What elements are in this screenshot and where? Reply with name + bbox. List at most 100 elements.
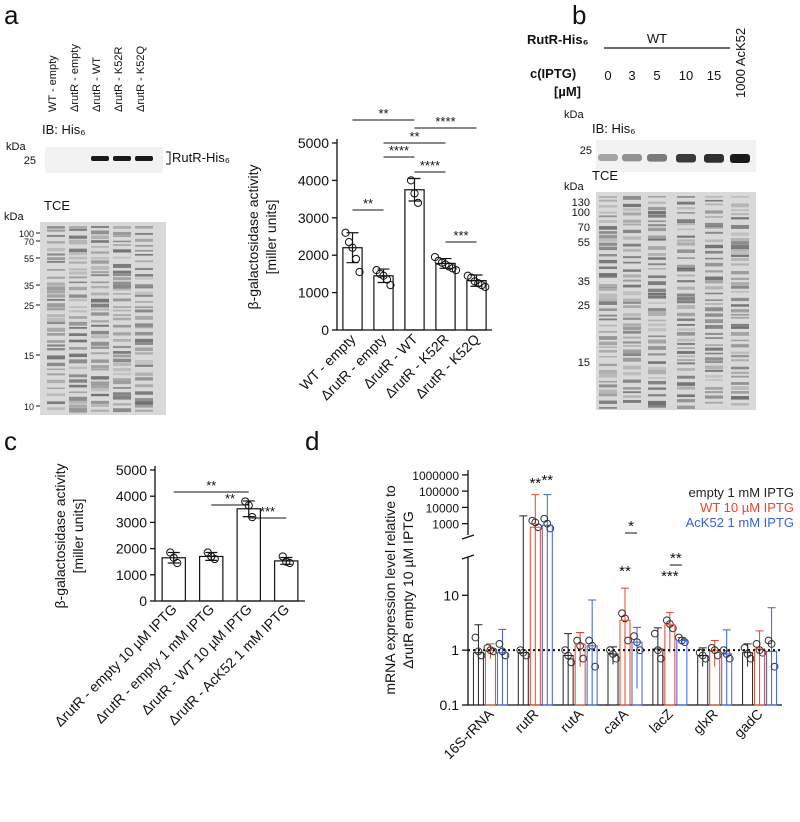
gel-band	[113, 345, 131, 349]
gel-band	[623, 313, 641, 317]
gel-band	[623, 341, 641, 344]
gel-band	[731, 382, 749, 385]
axis-line	[336, 139, 492, 331]
gel-band	[677, 286, 695, 290]
gel-band	[599, 284, 617, 289]
gel-band	[135, 409, 153, 412]
gel-band	[135, 377, 153, 381]
gel-band	[69, 298, 87, 302]
gel-band	[677, 297, 695, 301]
panel-label: a	[4, 0, 19, 30]
y-tick-label: 100000	[419, 485, 459, 499]
gel-band	[47, 307, 65, 311]
y-tick-label: 2000	[298, 247, 329, 263]
gel-band	[677, 201, 695, 205]
significance-label: **	[670, 550, 682, 567]
data-point	[348, 243, 357, 252]
data-point	[248, 513, 257, 522]
gel-band	[135, 244, 153, 247]
lane-label: 0	[604, 68, 611, 83]
gel-band	[705, 344, 723, 347]
significance-label: ***	[260, 504, 275, 519]
gel-band	[599, 297, 617, 302]
y-axis-label: β-galactosidase activity	[245, 164, 261, 309]
gel-band	[69, 326, 87, 329]
gel-band	[677, 212, 695, 214]
bar	[607, 653, 619, 706]
gel-band	[69, 252, 87, 256]
gel-band	[648, 339, 666, 344]
marker-label: 55	[578, 237, 590, 249]
data-point	[410, 189, 419, 198]
data-point	[471, 633, 480, 642]
data-point	[656, 654, 665, 663]
gel-band	[677, 394, 695, 398]
significance-label: **	[529, 475, 541, 492]
gel-band	[677, 293, 695, 297]
lane-label: 15	[707, 68, 721, 83]
gel-band	[47, 294, 65, 298]
data-point	[591, 662, 600, 671]
gel-band	[648, 387, 666, 390]
gel-band	[69, 374, 87, 378]
gel-band	[91, 266, 109, 270]
gel-band	[47, 229, 65, 232]
marker-label: 55	[24, 254, 34, 264]
gel-band	[677, 312, 695, 317]
gel-band	[623, 379, 641, 383]
gel-band	[705, 347, 723, 351]
gel-band	[705, 391, 723, 394]
marker-label: 25	[24, 155, 36, 167]
gel-band	[677, 267, 695, 272]
gel-band	[648, 201, 666, 204]
gel-band	[731, 213, 749, 216]
gel-band	[47, 314, 65, 318]
marker-label: 15	[24, 351, 34, 361]
blot-band	[704, 154, 724, 163]
gel-band	[623, 243, 641, 247]
gel-band	[47, 362, 65, 367]
gel-band	[648, 263, 666, 266]
gel-band	[135, 277, 153, 280]
y-axis-label: β-galactosidase activity	[52, 463, 68, 608]
gel-band	[623, 323, 641, 327]
gel-band	[113, 314, 131, 317]
gel-band	[91, 404, 109, 407]
gel-band	[91, 320, 109, 323]
gel-band	[648, 220, 666, 223]
marker-label: 35	[578, 276, 590, 288]
data-point	[680, 638, 689, 647]
gel-band	[91, 285, 109, 289]
gel-band	[47, 226, 65, 229]
gel-band	[623, 291, 641, 296]
y-axis-label: mRNA expression level relative to	[382, 485, 398, 695]
gel-band	[47, 348, 65, 351]
data-point	[618, 609, 626, 618]
lane-label: ΔrutR - K52Q	[135, 46, 147, 112]
gel-band	[705, 215, 723, 218]
data-point	[285, 558, 294, 568]
gel-band	[135, 404, 153, 408]
gel-band	[648, 238, 666, 241]
gel-band	[623, 353, 641, 357]
gel-band	[677, 222, 695, 226]
gel-band	[113, 281, 131, 286]
y-tick-label: 1000	[116, 567, 147, 583]
gel-band	[135, 274, 153, 277]
gel-band	[69, 281, 87, 284]
gel-band	[91, 409, 109, 412]
gel-band	[69, 261, 87, 264]
gel-band	[91, 381, 109, 386]
gel-band	[731, 339, 749, 342]
gel-band	[47, 327, 65, 332]
bar	[373, 275, 394, 331]
gel-band	[648, 319, 666, 322]
gel-band	[47, 355, 65, 360]
gel-band	[623, 326, 641, 331]
iptg-label: c(IPTG)	[530, 66, 576, 81]
gel-band	[623, 284, 641, 288]
gel-band	[599, 266, 617, 270]
gel-band	[677, 399, 695, 403]
gel-band	[731, 331, 749, 336]
gel-band	[648, 207, 666, 211]
